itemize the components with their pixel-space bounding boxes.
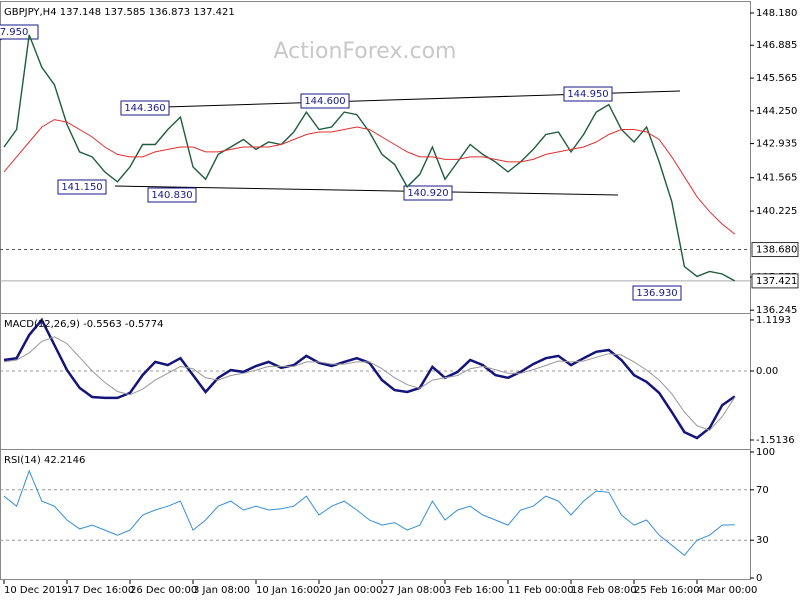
panel-frame — [0, 449, 751, 580]
reference-label: 138.680 — [756, 245, 797, 256]
annotation-box — [147, 187, 197, 203]
x-tick-label: 17 Dec 16:00 — [67, 585, 134, 596]
trendline — [114, 185, 619, 196]
annotation: 136.930 — [636, 288, 677, 299]
y-tick-label: 136.245 — [756, 305, 797, 316]
last-price-label: 137.421 — [756, 276, 797, 287]
annotation: 140.830 — [151, 190, 192, 201]
x-tick-label: 4 Mar 00:00 — [697, 585, 757, 596]
series-line — [3, 469, 735, 556]
x-tick-label: 18 Feb 08:00 — [571, 585, 637, 596]
series-line — [3, 34, 736, 282]
series-line — [3, 336, 736, 431]
y-tick-label: 1.1193 — [756, 315, 791, 326]
x-tick-label: 27 Jan 08:00 — [382, 585, 445, 596]
annotation-box — [300, 93, 350, 109]
y-tick-label: 141.565 — [756, 173, 797, 184]
panel-title: RSI(14) 42.2146 — [4, 455, 85, 466]
y-tick-label: 30 — [756, 535, 769, 546]
x-tick-label: 11 Feb 00:00 — [508, 585, 574, 596]
y-tick-label: 0.00 — [756, 366, 778, 377]
x-tick-label: 25 Feb 16:00 — [634, 585, 700, 596]
y-tick-label: 140.225 — [756, 206, 797, 217]
annotation-box — [563, 86, 613, 102]
series-line — [3, 317, 736, 440]
y-tick-label: 0 — [756, 573, 762, 584]
panel-title: MACD(12,26,9) -0.5563 -0.5774 — [4, 319, 164, 330]
annotation: 140.920 — [407, 188, 448, 199]
x-tick-label: 3 Feb 16:00 — [445, 585, 504, 596]
series-line — [3, 119, 736, 235]
x-tick-label: 10 Jan 16:00 — [256, 585, 319, 596]
x-tick-label: 10 Dec 2019 — [4, 585, 68, 596]
annotation-box — [57, 179, 107, 195]
last-price-box — [751, 273, 799, 289]
annotation: 144.360 — [124, 103, 165, 114]
annotation: 141.150 — [61, 182, 102, 193]
y-tick-label: 148.180 — [756, 8, 797, 19]
x-tick-label: 3 Jan 08:00 — [193, 585, 250, 596]
y-tick-label: 70 — [756, 485, 769, 496]
annotation-box — [403, 185, 453, 201]
y-tick-label: 146.885 — [756, 40, 797, 51]
x-tick-label: 26 Dec 00:00 — [130, 585, 197, 596]
y-tick-label: 100 — [756, 447, 775, 458]
y-tick-label: 145.565 — [756, 73, 797, 84]
x-tick-label: 20 Jan 00:00 — [319, 585, 382, 596]
watermark: ActionForex.com — [274, 39, 457, 64]
annotation: 144.950 — [567, 89, 608, 100]
y-tick-label: 144.250 — [756, 106, 797, 117]
y-tick-label: 142.935 — [756, 139, 797, 150]
annotation-box — [120, 100, 170, 116]
reference-box — [751, 242, 799, 258]
y-tick-label: -1.5136 — [756, 435, 795, 446]
annotation: 7.950 — [0, 27, 28, 38]
annotation-box — [632, 285, 682, 301]
panel-title: GBPJPY,H4 137.148 137.585 136.873 137.42… — [4, 7, 235, 18]
annotation: 144.600 — [304, 96, 345, 107]
